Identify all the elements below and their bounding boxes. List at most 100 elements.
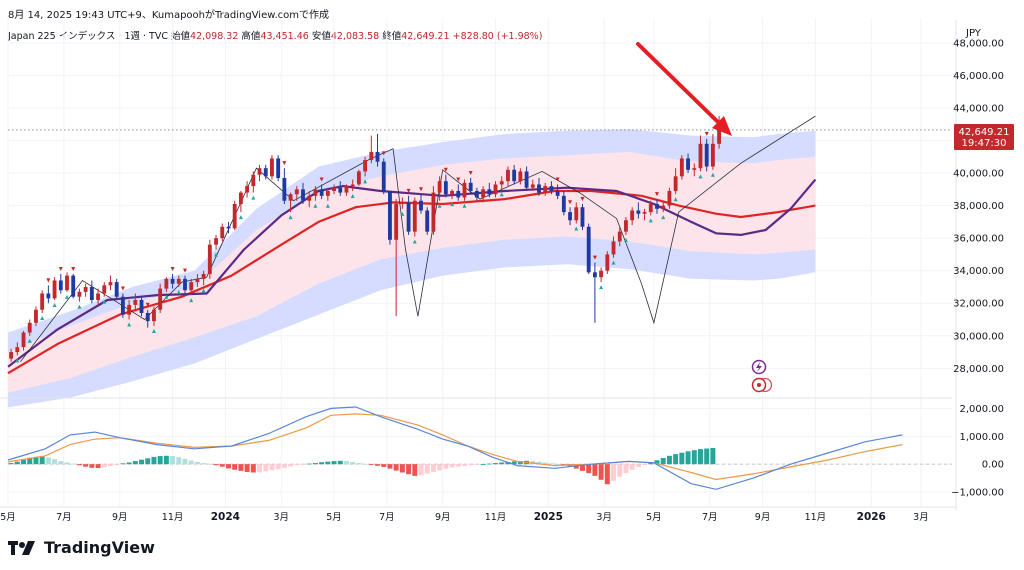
candle-body	[176, 278, 181, 284]
candle-body	[170, 278, 175, 284]
macd-histogram-bar	[300, 464, 306, 465]
candle-body	[400, 202, 405, 204]
macd-histogram-bar	[95, 464, 101, 469]
buy-marker	[127, 322, 132, 327]
sell-marker	[71, 266, 76, 271]
candle-body	[52, 280, 57, 299]
macd-histogram-bar	[486, 463, 492, 465]
macd-histogram-bar	[343, 461, 349, 465]
price-tick-label: 48,000.00	[953, 38, 1004, 49]
sell-marker	[46, 278, 51, 283]
time-axis-labels: 5月 7月 9月 11月 2024 3月 5月 7月 9月 11月 2025 3月 5月 7月 9月 11月 2…	[0, 511, 928, 523]
macd-histogram-bar	[586, 464, 592, 474]
candle-body	[661, 205, 666, 209]
time-tick-label: 11月	[485, 512, 507, 523]
candle-body	[207, 244, 212, 274]
sell-marker	[170, 266, 175, 271]
zigzag-line	[20, 115, 816, 363]
candle-body	[164, 278, 169, 289]
macd-histogram-bar	[207, 463, 213, 465]
buy-marker	[238, 215, 243, 220]
candle-body	[381, 161, 386, 191]
time-tick-label: 11月	[162, 512, 184, 523]
candle-body	[46, 293, 51, 299]
price-tick-label: 40,000.00	[953, 169, 1004, 180]
lightning-icon[interactable]	[751, 359, 767, 375]
buy-marker	[77, 304, 82, 309]
candle-body	[34, 309, 38, 323]
sell-marker	[456, 177, 461, 182]
candle-body	[543, 186, 548, 193]
candle-body	[655, 203, 659, 209]
buy-marker	[599, 285, 604, 290]
candle-body	[276, 158, 281, 178]
macd-tick-label: −1,000.00	[951, 488, 1004, 499]
macd-histogram-bar	[474, 464, 480, 465]
candle-body	[592, 272, 597, 278]
buy-marker	[363, 179, 368, 184]
sell-marker	[443, 167, 448, 172]
symbol-header: Japan 225 インデックス · 1週 · TVC 始値42,098.32 …	[8, 28, 542, 42]
macd-histogram-bar	[319, 462, 325, 465]
macd-histogram-bar	[45, 457, 51, 465]
candle-body	[145, 313, 150, 322]
macd-histogram-bar	[163, 455, 169, 465]
candle-body	[605, 254, 610, 271]
macd-histogram-bar	[375, 464, 381, 466]
candle-body	[375, 151, 380, 162]
sell-marker	[145, 302, 150, 307]
candle-body	[698, 143, 703, 169]
bollinger-bands	[8, 129, 816, 408]
macd-histogram-bar	[213, 464, 219, 466]
macd-histogram-bar	[555, 464, 561, 465]
signal-line	[7, 413, 903, 481]
buy-marker	[499, 192, 504, 197]
buy-marker	[450, 202, 455, 207]
macd-tick-label: 1,000.00	[959, 432, 1004, 443]
buy-marker	[176, 289, 181, 294]
sell-marker	[120, 286, 125, 291]
buy-marker	[201, 288, 206, 293]
candle-body	[624, 220, 628, 232]
candle-body	[568, 212, 572, 221]
buy-marker	[412, 239, 417, 244]
brand-name: TradingView	[44, 538, 155, 557]
candle-body	[332, 187, 336, 191]
annotation-arrow	[636, 42, 732, 136]
macd-histogram-bar	[406, 464, 412, 475]
macd-histogram-bar	[542, 462, 548, 465]
macd-histogram-bar	[89, 464, 95, 468]
candle-body	[524, 171, 529, 188]
price-tag-value: 42,649.21	[959, 127, 1010, 138]
macd-histogram-bar	[536, 461, 542, 465]
candle-body	[611, 241, 616, 255]
target-icon[interactable]	[751, 377, 773, 393]
candle-body	[257, 168, 262, 175]
sell-marker	[406, 188, 411, 193]
macd-histogram-bar	[517, 461, 523, 465]
macd-histogram-bar	[331, 461, 337, 465]
tradingview-logo-icon	[8, 540, 35, 555]
macd-histogram-bar	[52, 459, 58, 465]
macd-histogram-bar	[263, 464, 269, 472]
tradingview-brand[interactable]: TradingView	[8, 538, 155, 557]
candle-body	[356, 171, 361, 185]
low-label: 安値	[311, 31, 331, 42]
macd-histogram-bar	[679, 452, 685, 465]
candle-body	[220, 226, 225, 239]
macd-histogram-bar	[120, 463, 126, 465]
candle-body	[388, 190, 392, 240]
candle-body	[15, 347, 20, 353]
candle-body	[412, 200, 417, 232]
candle-body	[443, 181, 448, 195]
macd-histogram-bar	[70, 463, 76, 465]
candle-body	[642, 212, 647, 214]
candle-body	[574, 207, 579, 221]
band-inner	[8, 151, 816, 393]
macd-histogram-bar	[399, 464, 405, 473]
candle-body	[555, 190, 560, 196]
candle-body	[704, 143, 709, 167]
candle-body	[120, 296, 125, 315]
candle-body	[617, 231, 622, 242]
